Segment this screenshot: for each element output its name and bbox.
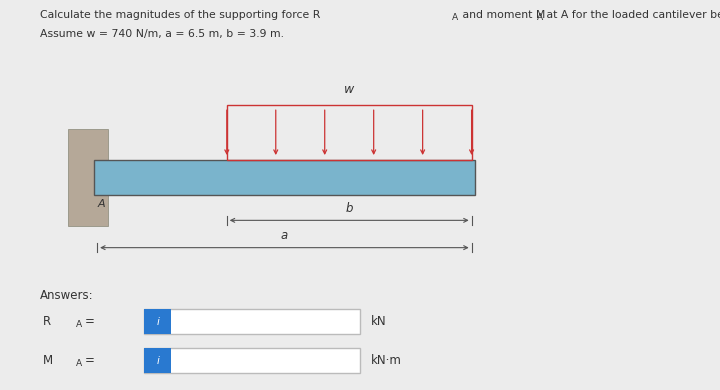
Text: Assume w = 740 N/m, a = 6.5 m, b = 3.9 m.: Assume w = 740 N/m, a = 6.5 m, b = 3.9 m… [40,29,284,39]
Bar [144,309,171,335]
Text: M: M [43,354,53,367]
Text: i: i [156,317,159,327]
Bar [144,309,360,335]
Bar [94,160,475,195]
Bar [68,129,108,226]
Text: A: A [537,13,544,22]
Text: =: = [85,354,95,367]
Text: A: A [452,13,459,22]
Text: =: = [85,315,95,328]
Text: Calculate the magnitudes of the supporting force R: Calculate the magnitudes of the supporti… [40,10,320,20]
Text: A: A [76,320,82,330]
Text: Answers:: Answers: [40,289,93,301]
Text: a: a [281,229,288,242]
Bar [144,348,171,374]
Text: kN·m: kN·m [371,354,402,367]
Text: at A for the loaded cantilever beam.: at A for the loaded cantilever beam. [543,10,720,20]
Text: and moment M: and moment M [459,10,546,20]
Text: w: w [344,83,354,96]
Text: b: b [346,202,353,214]
Text: A: A [97,199,105,209]
Text: i: i [156,356,159,366]
Text: kN: kN [371,315,387,328]
Text: A: A [76,359,82,369]
Bar [227,105,472,160]
Text: R: R [43,315,51,328]
Bar [144,348,360,374]
